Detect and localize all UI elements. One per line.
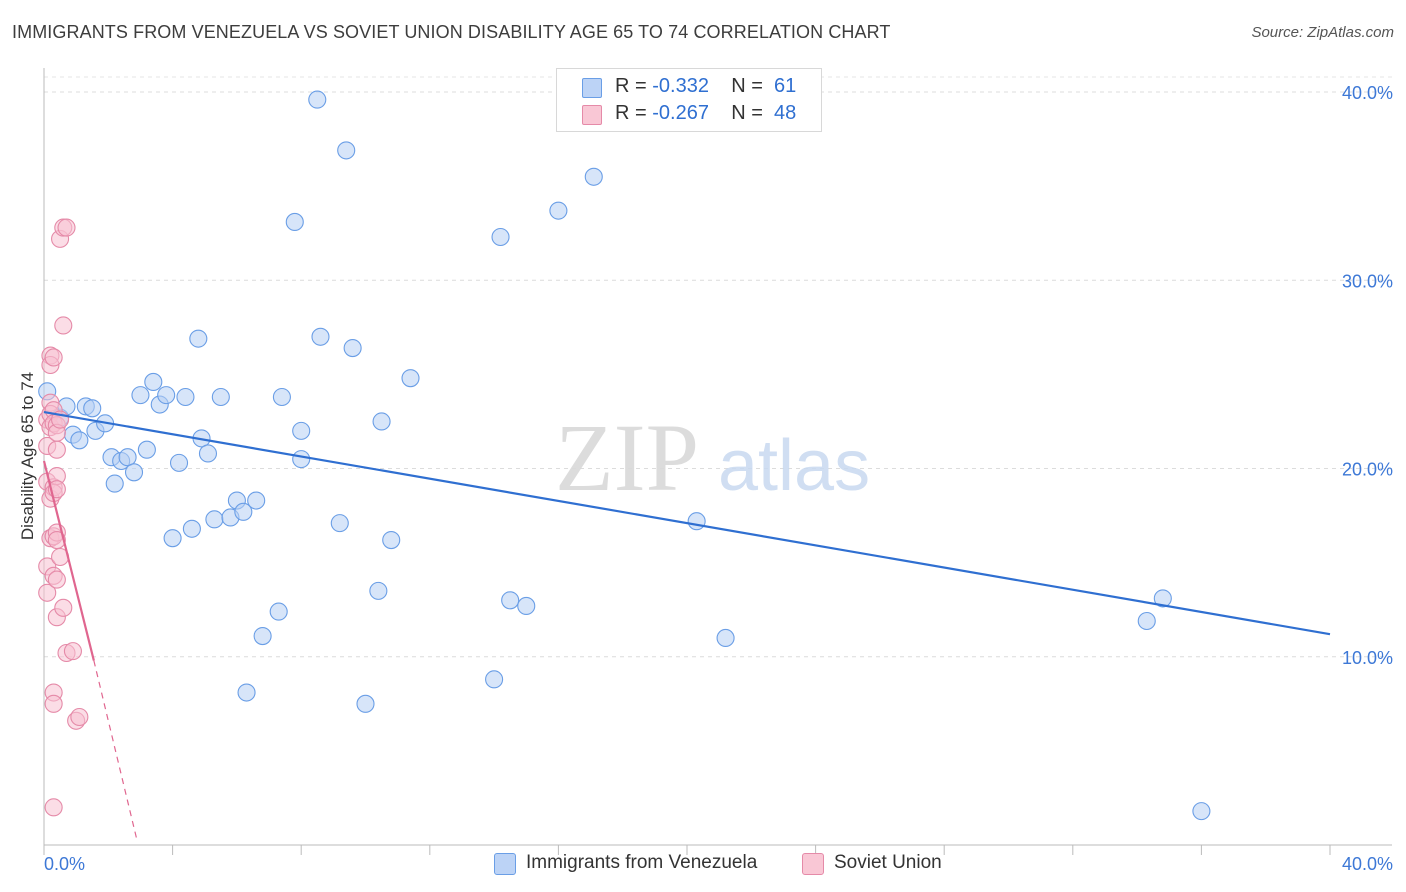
venezuela-point bbox=[356, 694, 375, 713]
watermark-zip: ZIP bbox=[555, 404, 699, 511]
legend-n-value: 48 bbox=[774, 102, 797, 124]
legend: R = -0.332 N = 61 R = -0.267 N = 48 bbox=[556, 68, 822, 132]
legend-r-label: R = bbox=[615, 102, 647, 124]
venezuela-point bbox=[1137, 611, 1156, 631]
soviet-point bbox=[54, 598, 73, 617]
source-label: Source: ZipAtlas.com bbox=[1251, 24, 1394, 41]
y-tick-label: 10.0% bbox=[1342, 648, 1393, 668]
venezuela-point bbox=[182, 519, 201, 538]
x-tick-label: 0.0% bbox=[44, 854, 85, 874]
legend-n-value: 61 bbox=[774, 75, 797, 97]
soviet-point bbox=[54, 316, 73, 335]
venezuela-point bbox=[169, 453, 189, 472]
venezuela-point bbox=[285, 212, 304, 231]
venezuela-point bbox=[157, 386, 176, 405]
bottom-legend-label: Immigrants from Venezuela bbox=[526, 852, 758, 873]
bottom-legend-swatch-soviet bbox=[802, 853, 824, 875]
venezuela-point bbox=[343, 339, 362, 358]
venezuela-point bbox=[501, 591, 520, 610]
venezuela-point bbox=[1153, 589, 1172, 608]
soviet-point bbox=[57, 218, 76, 237]
venezuela-point bbox=[234, 502, 253, 521]
venezuela-point bbox=[369, 581, 388, 600]
y-tick-label: 20.0% bbox=[1342, 460, 1393, 480]
soviet-point bbox=[44, 348, 63, 367]
venezuela-point bbox=[485, 670, 504, 689]
venezuela-point bbox=[247, 491, 266, 510]
venezuela-point bbox=[198, 444, 218, 463]
venezuela-point bbox=[549, 201, 568, 220]
bottom-legend-label: Soviet Union bbox=[834, 852, 942, 873]
soviet-point bbox=[44, 694, 63, 713]
legend-swatch-venezuela bbox=[582, 78, 602, 98]
legend-swatch-soviet bbox=[582, 105, 602, 125]
axes bbox=[43, 68, 1392, 855]
venezuela-point bbox=[105, 474, 124, 493]
legend-r-label: R = bbox=[615, 75, 647, 97]
venezuela-point bbox=[311, 327, 330, 346]
watermark: ZIP atlas bbox=[555, 404, 870, 511]
venezuela-point bbox=[517, 596, 536, 615]
soviet-point bbox=[44, 798, 63, 817]
y-axis-label: Disability Age 65 to 74 bbox=[18, 372, 37, 540]
venezuela-point bbox=[269, 602, 288, 621]
venezuela-point bbox=[330, 514, 349, 533]
chart-title: IMMIGRANTS FROM VENEZUELA VS SOVIET UNIO… bbox=[12, 22, 891, 42]
venezuela-point bbox=[687, 512, 706, 531]
venezuela-point bbox=[372, 412, 391, 431]
venezuela-point bbox=[211, 387, 230, 407]
x-tick-label: 40.0% bbox=[1342, 854, 1393, 874]
legend-n-label: N = bbox=[731, 75, 763, 97]
venezuela-point bbox=[205, 510, 224, 529]
venezuela-point bbox=[584, 167, 603, 186]
legend-r-value: -0.332 bbox=[652, 75, 709, 97]
venezuela-point bbox=[176, 387, 195, 407]
y-tick-label: 40.0% bbox=[1342, 83, 1393, 103]
venezuela-point bbox=[491, 227, 510, 247]
venezuela-point bbox=[144, 372, 163, 391]
soviet-trend-line bbox=[93, 660, 138, 842]
venezuela-point bbox=[308, 90, 327, 109]
watermark-atlas: atlas bbox=[718, 426, 870, 506]
venezuela-point bbox=[137, 440, 156, 459]
legend-r-value: -0.267 bbox=[652, 102, 709, 124]
soviet-point bbox=[47, 570, 66, 589]
venezuela-point bbox=[716, 628, 735, 647]
venezuela-point bbox=[292, 421, 311, 440]
grid-lines bbox=[44, 76, 1392, 658]
y-tick-label: 30.0% bbox=[1342, 271, 1393, 291]
venezuela-point bbox=[382, 531, 401, 550]
venezuela-point bbox=[118, 448, 137, 467]
venezuela-point bbox=[124, 463, 144, 482]
soviet-point bbox=[63, 642, 82, 661]
soviet-point bbox=[70, 707, 89, 727]
venezuela-point bbox=[70, 431, 89, 450]
venezuela-point bbox=[163, 529, 182, 548]
legend-n-label: N = bbox=[731, 102, 763, 124]
venezuela-point bbox=[83, 399, 102, 418]
venezuela-point bbox=[292, 450, 311, 469]
soviet-point bbox=[47, 440, 66, 459]
venezuela-point bbox=[337, 141, 356, 160]
venezuela-point bbox=[401, 369, 420, 388]
venezuela-point bbox=[253, 627, 272, 646]
bottom-legend-swatch-venezuela bbox=[494, 853, 516, 875]
venezuela-point bbox=[272, 387, 291, 407]
venezuela-point bbox=[189, 329, 208, 348]
soviet-point bbox=[38, 583, 57, 602]
venezuela-point bbox=[1192, 802, 1211, 821]
venezuela-trend-line bbox=[43, 410, 1331, 636]
venezuela-point bbox=[237, 683, 256, 702]
soviet-trend-line bbox=[42, 460, 95, 661]
venezuela-point bbox=[131, 386, 150, 405]
